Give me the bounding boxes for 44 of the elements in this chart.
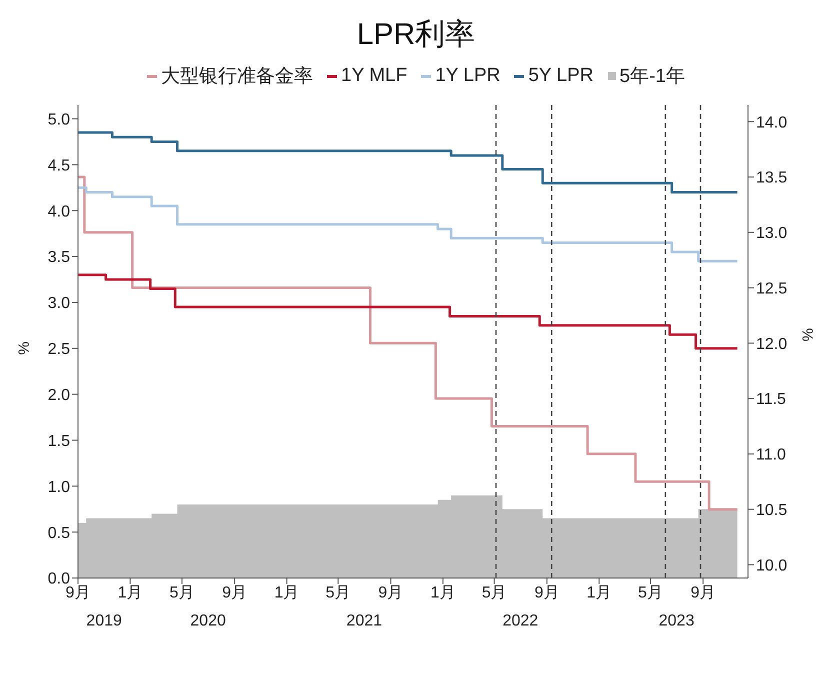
x2-tick-label: 2022 xyxy=(502,612,538,630)
legend-label: 5年-1年 xyxy=(618,65,685,89)
y-tick-label: 3.0 xyxy=(48,295,70,312)
y-tick-label: 2.5 xyxy=(48,341,70,358)
x-tick-label: 5月 xyxy=(326,584,351,602)
y-axis-title: % xyxy=(14,342,32,355)
y-tick-label: 4.5 xyxy=(48,157,70,174)
x2-tick-label: 2023 xyxy=(658,612,694,630)
chart-title: LPR利率 xyxy=(356,17,476,53)
y-tick-label: 0.5 xyxy=(48,524,70,542)
y2-tick-label: 13.5 xyxy=(756,170,788,187)
y2-tick-label: 13.0 xyxy=(756,225,788,242)
y-tick-label: 2.0 xyxy=(48,386,70,404)
y2-tick-label: 12.0 xyxy=(756,336,788,353)
legend-label: 大型银行准备金率 xyxy=(160,65,314,89)
y-tick-label: 1.0 xyxy=(48,478,70,496)
legend-label: 1Y LPR xyxy=(434,64,500,88)
x-tick-label: 9月 xyxy=(378,584,404,602)
y2-axis-title: % xyxy=(798,328,816,342)
x-tick-label: 1月 xyxy=(430,584,456,602)
x-tick-label: 9月 xyxy=(534,584,560,602)
y2-tick-label: 12.5 xyxy=(756,280,788,298)
x2-tick-label: 2020 xyxy=(190,612,226,630)
y-tick-label: 5.0 xyxy=(48,111,70,128)
x-tick-label: 1月 xyxy=(118,584,143,602)
x-tick-label: 1月 xyxy=(274,584,300,602)
y2-tick-label: 10.0 xyxy=(756,557,788,574)
legend-label: 1Y MLF xyxy=(340,64,408,88)
y2-tick-label: 14.0 xyxy=(756,114,788,132)
y-tick-label: 4.0 xyxy=(48,203,70,220)
y2-tick-label: 10.5 xyxy=(756,502,788,519)
x-tick-label: 5月 xyxy=(482,584,507,602)
legend-label: 5Y LPR xyxy=(527,64,594,88)
x-tick-label: 9月 xyxy=(222,584,248,602)
y2-tick-label: 11.5 xyxy=(756,391,786,408)
x2-tick-label: 2021 xyxy=(346,612,382,630)
x2-tick-label: 2019 xyxy=(86,612,122,630)
x-tick-label: 5月 xyxy=(170,584,194,602)
x-tick-label: 1月 xyxy=(586,584,612,602)
y-tick-label: 1.5 xyxy=(48,432,70,450)
y2-tick-label: 11.0 xyxy=(756,446,786,464)
x-tick-label: 5月 xyxy=(638,584,663,602)
y-tick-label: 3.5 xyxy=(48,249,70,266)
x-tick-label: 9月 xyxy=(690,584,716,602)
